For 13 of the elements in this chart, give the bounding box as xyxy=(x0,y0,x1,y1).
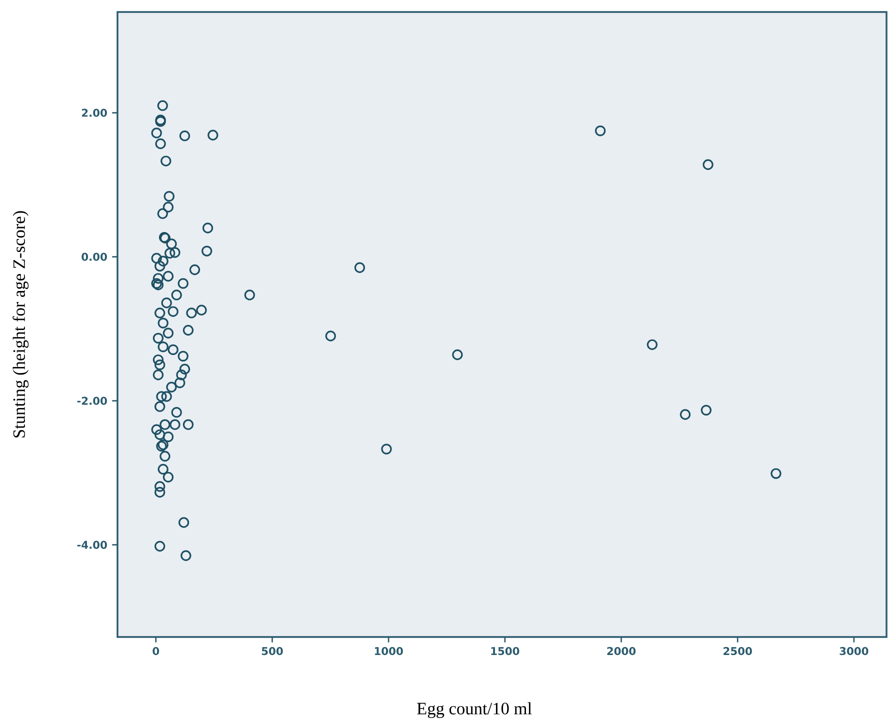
x-tick-label: 1500 xyxy=(491,647,520,656)
x-tick-label: 3000 xyxy=(840,647,868,656)
y-tick-label: 0.00 xyxy=(82,252,107,261)
x-tick-label: 0 xyxy=(152,647,160,656)
y-axis-title: Stunting (height for age Z-score) xyxy=(12,211,29,438)
x-tick-label: 500 xyxy=(262,647,283,656)
x-axis-title: Egg count/10 ml xyxy=(417,702,532,718)
y-tick-label: 2.00 xyxy=(82,108,107,117)
x-tick-label: 2500 xyxy=(724,647,752,656)
y-tick-label: -4.00 xyxy=(77,540,107,549)
y-tick-label: -2.00 xyxy=(77,396,107,405)
x-tick-label: 1000 xyxy=(374,647,403,656)
x-tick-label: 2000 xyxy=(607,647,636,656)
